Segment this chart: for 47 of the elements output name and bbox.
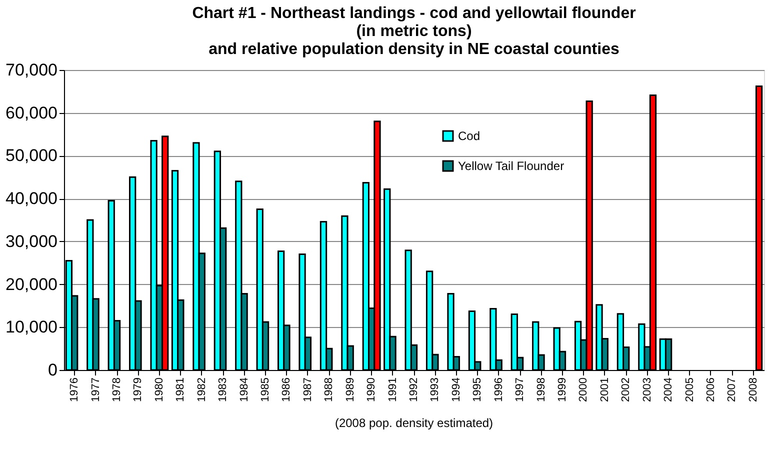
x-tick-label: 1996 <box>492 378 505 402</box>
x-tick-label: 1982 <box>196 378 208 402</box>
y-tick-label: 20,000 <box>6 274 58 294</box>
x-tick-label: 1987 <box>302 378 314 402</box>
x-tick-label: 1988 <box>323 378 336 402</box>
x-tick-label: 2000 <box>578 378 590 402</box>
x-tick-label: 1991 <box>386 378 399 402</box>
text: (2008 pop. density estimated) <box>334 416 494 430</box>
y-tick-label: 0 <box>48 360 58 380</box>
text: Chart #1 - Northeast landings - cod and yellowtail flounder <box>192 5 636 22</box>
x-tick-label: 2008 <box>747 378 760 402</box>
x-tick-label: 1989 <box>344 378 356 402</box>
x-tick-label: 1981 <box>174 378 187 402</box>
x-tick-label: 2001 <box>598 378 611 402</box>
x-tick-label: 2002 <box>620 378 632 402</box>
x-tick-label: 2003 <box>641 378 654 402</box>
x-tick-label: 1995 <box>472 378 484 402</box>
x-tick-label: 2005 <box>684 378 696 402</box>
x-tick-label: 1977 <box>90 378 102 402</box>
x-tick-label: 1983 <box>217 378 230 402</box>
y-tick-label: 60,000 <box>6 103 58 122</box>
x-tick-label: 1993 <box>429 378 442 402</box>
x-tick-label: 1994 <box>450 378 462 402</box>
y-tick-label: 30,000 <box>6 232 58 251</box>
x-tick-label: 1978 <box>111 378 124 402</box>
x-tick-label: 1979 <box>132 378 144 402</box>
x-tick-label: 1999 <box>556 378 568 402</box>
x-tick-label: 1986 <box>280 378 293 402</box>
x-tick-label: 1992 <box>408 378 420 402</box>
x-tick-label: 1984 <box>238 378 250 402</box>
x-tick-label: 1985 <box>260 378 272 402</box>
y-tick-label: 40,000 <box>6 189 58 208</box>
x-tick-label: 1998 <box>535 378 548 402</box>
legend-label: Cod <box>458 129 480 143</box>
y-tick-label: 50,000 <box>6 146 58 166</box>
x-tick-label: 1980 <box>153 378 166 402</box>
x-tick-label: 2004 <box>662 378 675 402</box>
x-tick-label: 1976 <box>68 378 81 402</box>
y-tick-label: 10,000 <box>6 318 58 337</box>
y-tick-label: 70,000 <box>6 60 58 80</box>
text: and relative population density in NE coastal counties <box>208 41 620 58</box>
x-tick-label: 1997 <box>514 378 526 402</box>
x-tick-label: 2006 <box>704 378 717 402</box>
x-tick-label: 2007 <box>726 378 738 402</box>
legend-label: Yellow Tail Flounder <box>458 159 564 173</box>
x-tick-label: 1990 <box>366 378 378 402</box>
text: (in metric tons) <box>356 23 472 40</box>
